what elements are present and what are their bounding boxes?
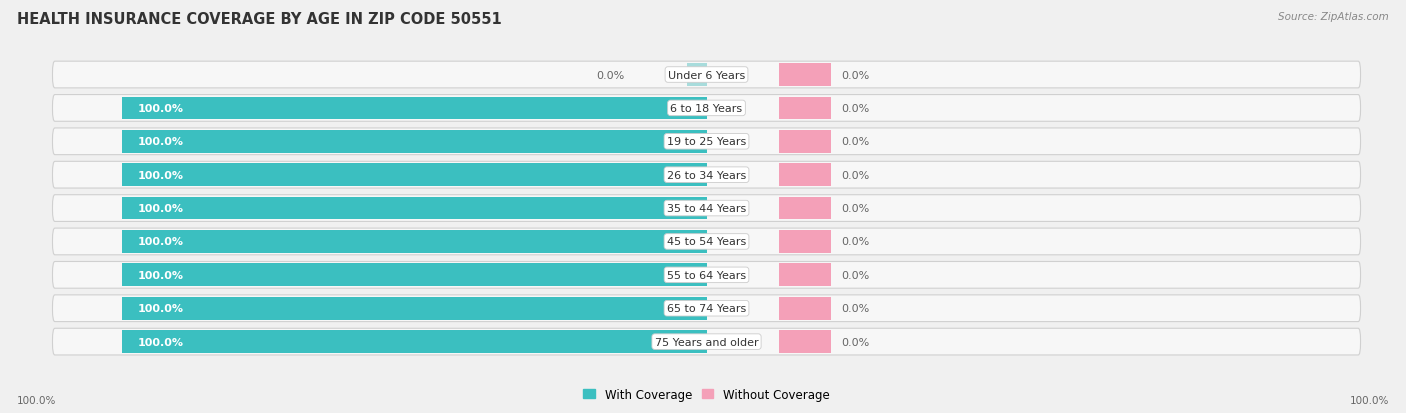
FancyBboxPatch shape (52, 95, 1361, 122)
Text: 55 to 64 Years: 55 to 64 Years (666, 270, 747, 280)
Text: 100.0%: 100.0% (138, 237, 184, 247)
Text: 100.0%: 100.0% (138, 304, 184, 313)
Text: 100.0%: 100.0% (138, 170, 184, 180)
Bar (779, 97, 831, 120)
Text: 0.0%: 0.0% (841, 304, 869, 313)
Text: 100.0%: 100.0% (138, 270, 184, 280)
Bar (121, 197, 707, 220)
Text: 0.0%: 0.0% (841, 104, 869, 114)
Bar (779, 230, 831, 253)
Bar (121, 330, 707, 353)
Text: 65 to 74 Years: 65 to 74 Years (666, 304, 747, 313)
FancyBboxPatch shape (52, 162, 1361, 189)
Text: 100.0%: 100.0% (17, 395, 56, 405)
FancyBboxPatch shape (52, 295, 1361, 322)
Text: Under 6 Years: Under 6 Years (668, 70, 745, 80)
Text: 0.0%: 0.0% (841, 137, 869, 147)
Text: 100.0%: 100.0% (138, 337, 184, 347)
Text: 100.0%: 100.0% (1350, 395, 1389, 405)
Text: 35 to 44 Years: 35 to 44 Years (666, 204, 747, 214)
Bar (779, 330, 831, 353)
Bar (779, 264, 831, 287)
Bar (121, 164, 707, 187)
Text: 0.0%: 0.0% (596, 70, 624, 80)
Text: Source: ZipAtlas.com: Source: ZipAtlas.com (1278, 12, 1389, 22)
Bar (121, 230, 707, 253)
Text: 19 to 25 Years: 19 to 25 Years (666, 137, 747, 147)
Bar (121, 131, 707, 153)
Text: 6 to 18 Years: 6 to 18 Years (671, 104, 742, 114)
Bar (121, 297, 707, 320)
FancyBboxPatch shape (52, 128, 1361, 155)
Text: 100.0%: 100.0% (138, 204, 184, 214)
Text: 0.0%: 0.0% (841, 70, 869, 80)
Text: 0.0%: 0.0% (841, 170, 869, 180)
FancyBboxPatch shape (52, 228, 1361, 255)
Legend: With Coverage, Without Coverage: With Coverage, Without Coverage (583, 388, 830, 401)
Text: 0.0%: 0.0% (841, 237, 869, 247)
Text: 100.0%: 100.0% (138, 104, 184, 114)
FancyBboxPatch shape (52, 62, 1361, 89)
Text: 26 to 34 Years: 26 to 34 Years (666, 170, 747, 180)
FancyBboxPatch shape (52, 328, 1361, 355)
Bar (779, 64, 831, 87)
Bar (121, 97, 707, 120)
Bar (121, 264, 707, 287)
Bar (686, 64, 707, 87)
Text: 45 to 54 Years: 45 to 54 Years (666, 237, 747, 247)
Text: HEALTH INSURANCE COVERAGE BY AGE IN ZIP CODE 50551: HEALTH INSURANCE COVERAGE BY AGE IN ZIP … (17, 12, 502, 27)
FancyBboxPatch shape (52, 195, 1361, 222)
FancyBboxPatch shape (52, 262, 1361, 289)
Bar (779, 131, 831, 153)
Bar (779, 164, 831, 187)
Text: 0.0%: 0.0% (841, 337, 869, 347)
Bar (779, 297, 831, 320)
Text: 75 Years and older: 75 Years and older (655, 337, 758, 347)
Text: 0.0%: 0.0% (841, 270, 869, 280)
Text: 100.0%: 100.0% (138, 137, 184, 147)
Text: 0.0%: 0.0% (841, 204, 869, 214)
Bar (779, 197, 831, 220)
